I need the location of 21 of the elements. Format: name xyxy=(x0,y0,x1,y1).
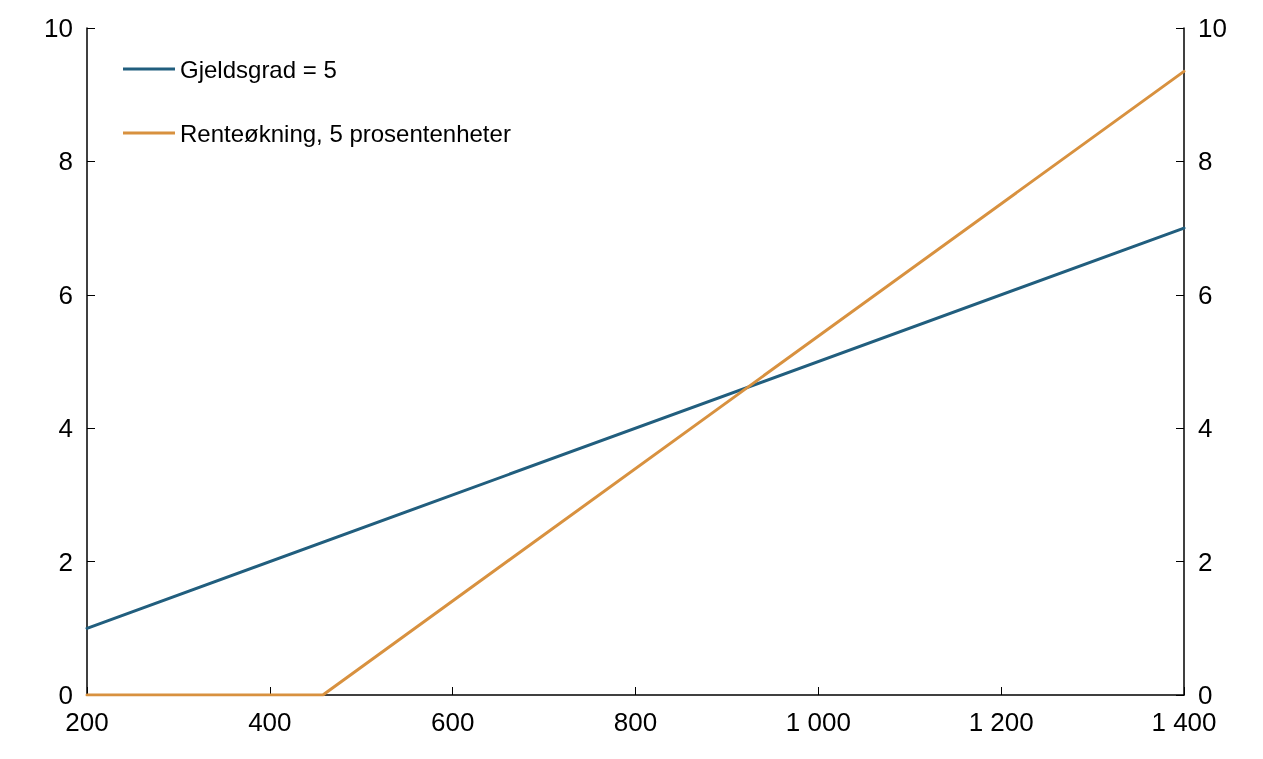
y-tick-label: 8 xyxy=(58,146,73,177)
x-tick-label: 1 000 xyxy=(785,707,851,737)
y2-tick-label: 2 xyxy=(1198,546,1213,577)
x-tick-label: 400 xyxy=(248,707,292,737)
legend-label: Gjeldsgrad = 5 xyxy=(180,55,337,83)
y2-tick-label: 4 xyxy=(1198,413,1213,444)
x-tick-label: 800 xyxy=(613,707,658,737)
y2-tick-label: 8 xyxy=(1198,146,1213,177)
y2-tick-label: 6 xyxy=(1198,279,1213,310)
x-tick-label: 1 200 xyxy=(968,707,1034,737)
y2-tick-label: 0 xyxy=(1198,680,1213,710)
x-tick-label: 600 xyxy=(430,707,475,737)
y-tick-label: 0 xyxy=(58,680,73,710)
y2-tick-label: 10 xyxy=(1198,13,1227,43)
y-tick-label: 2 xyxy=(58,546,73,577)
y-tick-label: 10 xyxy=(44,13,73,43)
x-tick-label: 1 400 xyxy=(1151,707,1217,737)
y-tick-label: 6 xyxy=(58,279,73,310)
y-tick-label: 4 xyxy=(58,413,73,444)
legend-label: Renteøkning, 5 prosentenheter xyxy=(180,119,511,147)
x-tick-label: 200 xyxy=(65,707,109,737)
